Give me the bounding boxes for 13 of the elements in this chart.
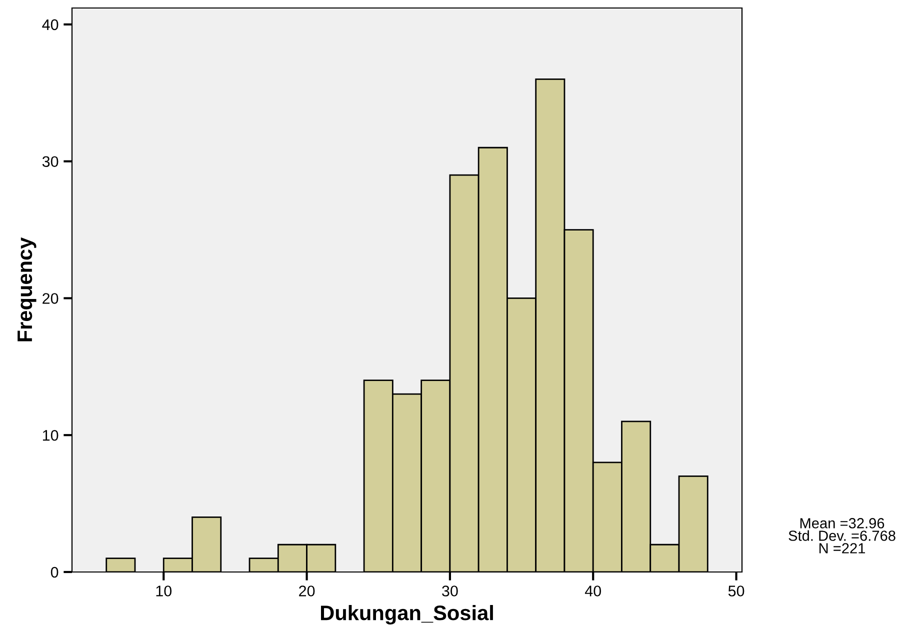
x-tick-label: 50 <box>728 586 744 596</box>
x-tick-label: 30 <box>442 586 458 596</box>
x-axis-title: Dukungan_Sosial <box>320 604 493 625</box>
y-tick-label: 10 <box>42 430 58 441</box>
x-tick-label: 10 <box>156 586 172 596</box>
y-tick-label: 20 <box>42 293 58 304</box>
y-tick-label: 0 <box>50 566 58 578</box>
y-tick-label: 30 <box>42 156 58 168</box>
x-tick-label: 40 <box>584 586 602 596</box>
x-tick-label: 20 <box>299 586 315 596</box>
text: Mean =32.96 Std. Dev. =6.768 N =221 <box>788 518 896 554</box>
y-tick-label: 40 <box>42 19 58 30</box>
y-axis-title: Frequency <box>18 237 36 342</box>
